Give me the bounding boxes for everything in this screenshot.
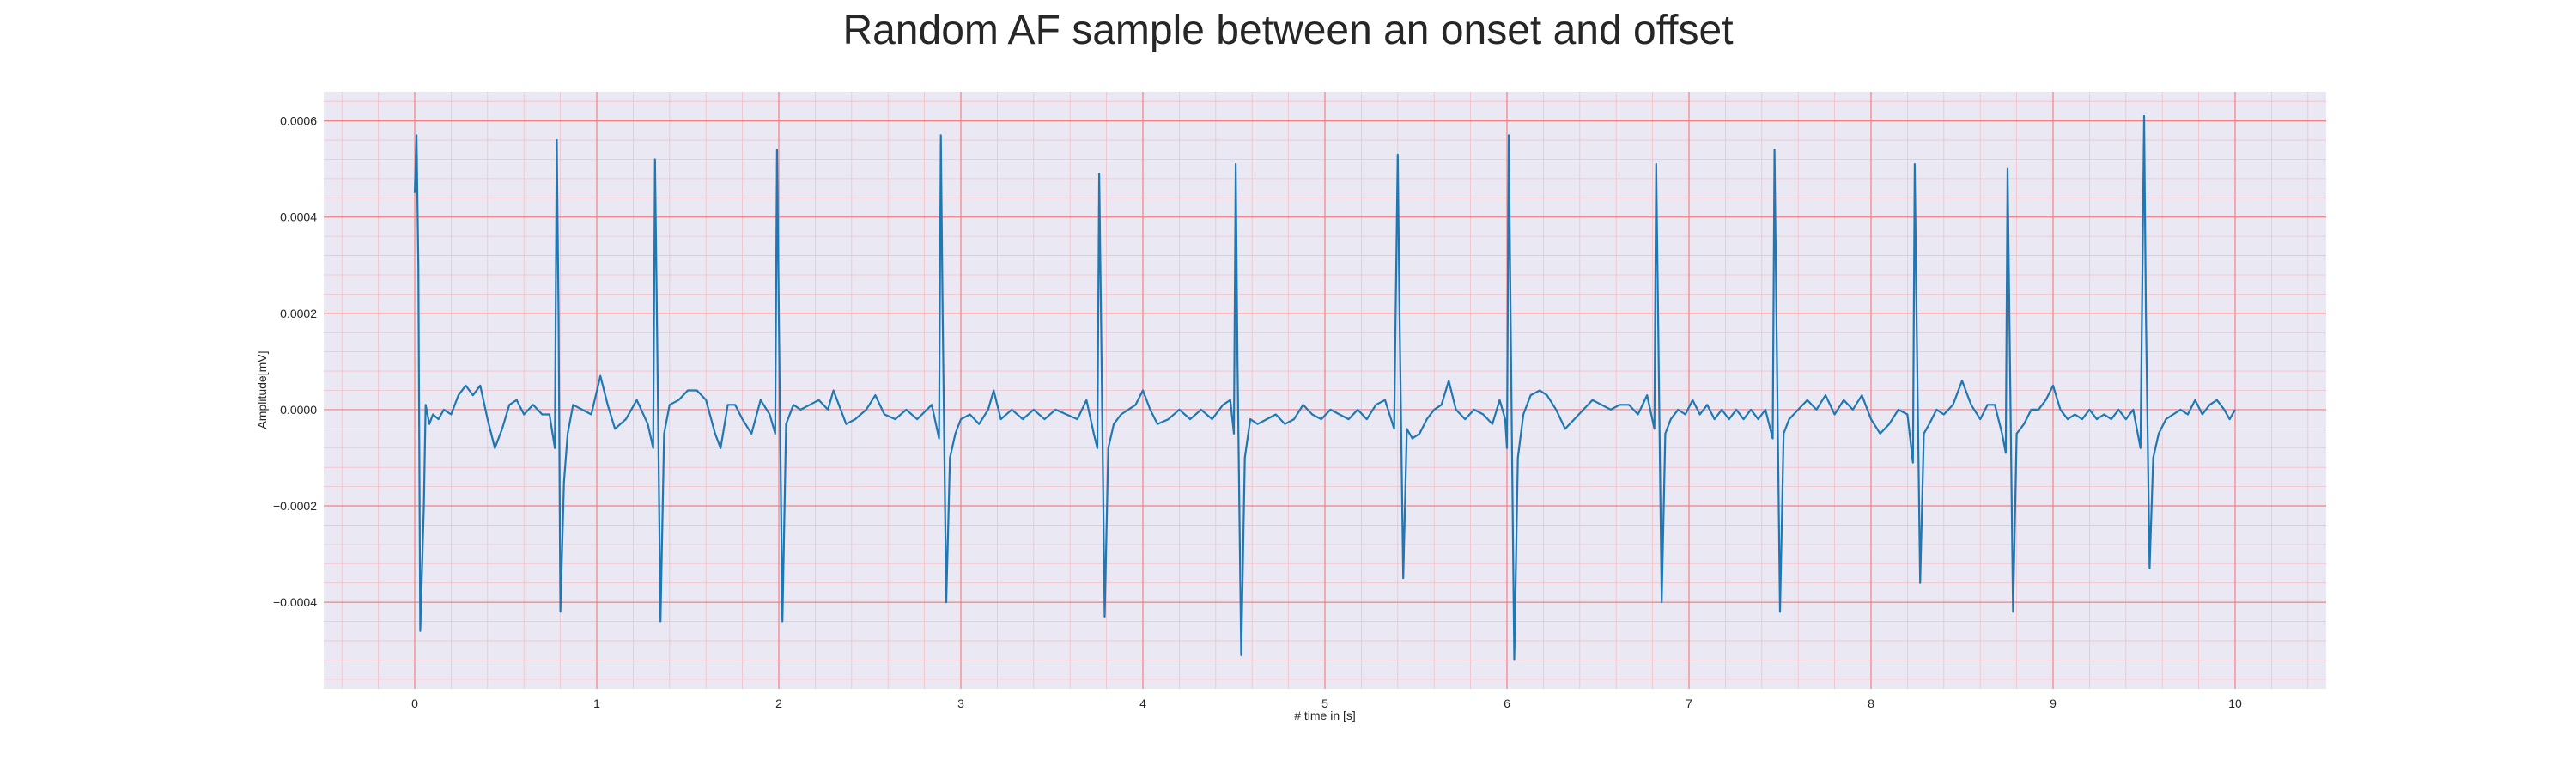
x-tick-label: 9 [2050, 697, 2057, 710]
series-layer [413, 114, 2236, 661]
y-tick-label: 0.0004 [280, 210, 317, 224]
x-tick-label: 10 [2228, 697, 2242, 710]
x-tick-labels: 0 1 2 3 4 5 6 7 8 9 10 [411, 697, 2242, 710]
chart-title: Random AF sample between an onset and of… [842, 8, 1734, 53]
y-tick-label: −0.0002 [273, 499, 317, 513]
x-tick-label: 3 [957, 697, 964, 710]
x-axis-label: # time in [s] [1294, 709, 1356, 722]
y-axis-label: Amplitude[mV] [255, 350, 269, 429]
y-tick-label: −0.0004 [273, 595, 317, 609]
y-tick-label: 0.0006 [280, 114, 317, 128]
ecg-signal-line [413, 114, 2236, 661]
x-tick-label: 6 [1504, 697, 1510, 710]
x-tick-label: 1 [593, 697, 600, 710]
y-tick-label: 0.0000 [280, 403, 317, 417]
x-tick-label: 7 [1686, 697, 1692, 710]
x-tick-label: 8 [1868, 697, 1874, 710]
x-tick-label: 5 [1321, 697, 1328, 710]
x-tick-label: 4 [1139, 697, 1146, 710]
x-tick-label: 0 [411, 697, 418, 710]
y-tick-labels: −0.0004 −0.0002 0.0000 0.0002 0.0004 0.0006 [273, 114, 317, 609]
x-tick-label: 2 [775, 697, 782, 710]
y-tick-label: 0.0002 [280, 307, 317, 320]
